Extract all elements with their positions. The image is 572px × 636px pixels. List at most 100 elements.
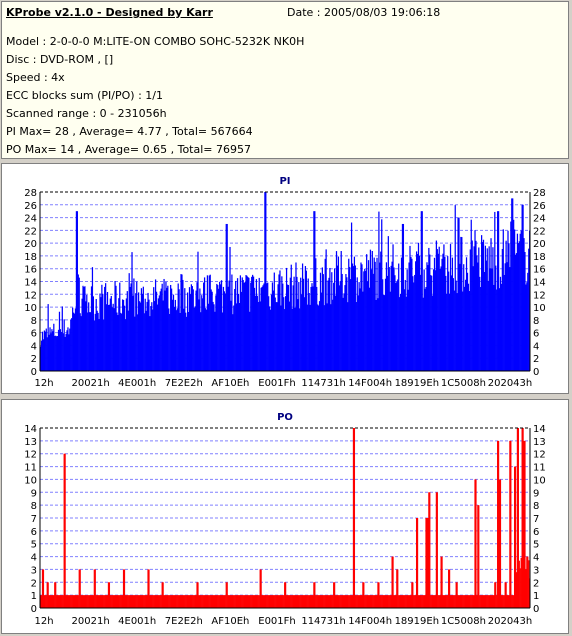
x-tick-label: 114731h — [301, 616, 346, 627]
data-bar — [70, 595, 72, 608]
data-bar — [187, 312, 190, 371]
data-bar — [192, 595, 194, 608]
data-bar — [145, 595, 147, 608]
data-bar — [384, 278, 387, 371]
data-bar — [497, 211, 499, 371]
data-bar — [368, 287, 371, 371]
data-bar — [480, 287, 482, 371]
data-bar — [210, 289, 212, 371]
data-bar — [196, 282, 198, 371]
data-bar — [222, 595, 225, 608]
data-bar — [92, 595, 95, 608]
data-bar — [442, 253, 444, 371]
data-bar — [108, 582, 111, 608]
data-bar — [518, 560, 520, 608]
data-bar — [291, 308, 293, 371]
data-bar — [489, 268, 491, 371]
data-bar — [399, 297, 401, 371]
data-bar — [186, 595, 188, 608]
model-line: Model : 2-0-0-0 M:LITE-ON COMBO SOHC-523… — [6, 35, 305, 48]
data-bar — [379, 262, 381, 371]
data-bar — [254, 295, 257, 371]
data-bar — [419, 274, 421, 371]
data-bar — [265, 595, 267, 608]
data-bar — [145, 310, 147, 371]
data-bar — [209, 595, 211, 608]
data-bar — [60, 332, 62, 371]
data-bar — [227, 595, 229, 608]
y-tick-label-left: 12 — [24, 450, 37, 461]
data-bar — [278, 274, 280, 371]
data-bar — [393, 267, 395, 371]
data-bar — [429, 492, 431, 608]
data-bar — [365, 270, 367, 371]
data-bar — [248, 277, 250, 371]
x-tick-label: AF10Eh — [211, 616, 249, 627]
po-stats-line: PO Max= 14 , Average= 0.65 , Total= 7695… — [6, 143, 251, 156]
data-bar — [498, 288, 501, 371]
data-bar — [82, 285, 84, 371]
data-bar — [378, 582, 380, 608]
data-bar — [75, 211, 78, 371]
data-bar — [528, 560, 530, 608]
data-bar — [357, 595, 359, 608]
data-bar — [203, 277, 206, 371]
data-bar — [505, 582, 507, 608]
data-bar — [380, 251, 382, 371]
data-bar — [484, 595, 487, 608]
y-tick-label-left: 4 — [31, 341, 37, 352]
data-bar — [505, 240, 507, 371]
data-bar — [133, 595, 135, 608]
y-tick-label-right: 0 — [533, 604, 539, 615]
data-bar — [103, 595, 105, 608]
data-bar — [207, 303, 209, 371]
data-bar — [118, 298, 120, 371]
data-bar — [279, 595, 281, 608]
data-bar — [53, 595, 55, 608]
data-bar — [239, 275, 242, 371]
data-bar — [105, 595, 107, 608]
data-bar — [333, 582, 335, 608]
data-bar — [382, 279, 384, 371]
data-bar — [103, 319, 105, 371]
data-bar — [389, 595, 391, 608]
data-bar — [464, 286, 466, 371]
data-bar — [179, 595, 181, 608]
data-bar — [438, 595, 440, 608]
data-bar — [359, 595, 361, 608]
data-bar — [304, 266, 307, 371]
data-bar — [177, 283, 179, 371]
data-bar — [430, 275, 432, 371]
data-bar — [90, 286, 93, 371]
data-bar — [117, 315, 119, 371]
data-bar — [503, 595, 505, 608]
data-bar — [493, 284, 495, 371]
x-tick-label: 12h — [34, 378, 53, 389]
data-bar — [352, 266, 355, 371]
data-bar — [508, 595, 510, 608]
data-bar — [259, 301, 261, 371]
data-bar — [347, 595, 349, 608]
data-bar — [56, 336, 59, 371]
data-bar — [89, 595, 92, 608]
data-bar — [317, 595, 319, 608]
data-bar — [312, 595, 314, 608]
x-tick-label: 18919Eh — [395, 616, 439, 627]
data-bar — [204, 595, 207, 608]
data-bar — [301, 263, 304, 371]
data-bar — [331, 272, 333, 371]
data-bar — [298, 595, 300, 608]
data-bar — [375, 299, 377, 371]
data-bar — [41, 569, 44, 608]
data-bar — [95, 299, 97, 371]
data-bar — [254, 595, 257, 608]
data-bar — [100, 595, 102, 608]
data-bar — [41, 331, 44, 371]
data-bar — [283, 595, 285, 608]
data-bar — [377, 582, 379, 608]
data-bar — [343, 293, 345, 371]
data-bar — [49, 327, 51, 371]
data-bar — [102, 293, 104, 371]
data-bar — [353, 428, 356, 608]
data-bar — [460, 595, 462, 608]
